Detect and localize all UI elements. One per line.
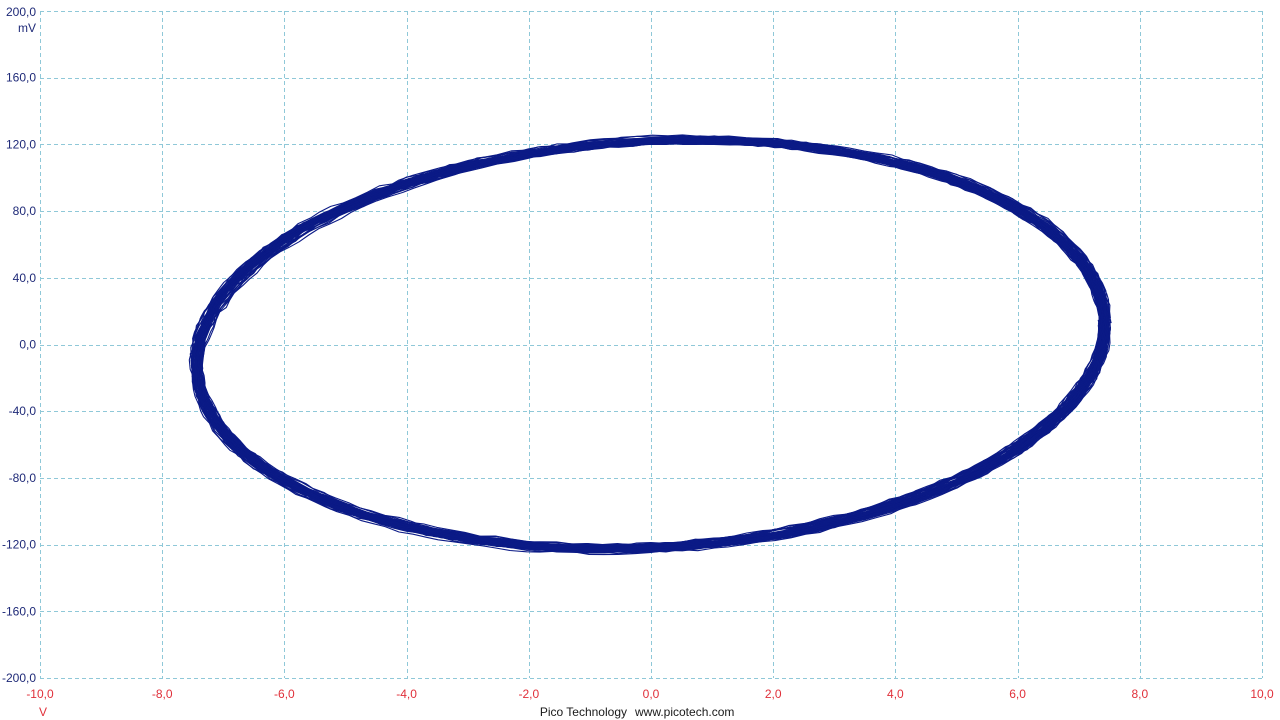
trace-group [188,134,1112,556]
x-tick-label: -6,0 [274,687,295,701]
y-tick-label: 40,0 [13,271,37,285]
x-tick-label: 8,0 [1131,687,1148,701]
trace-line [194,140,1109,550]
trace-line [192,143,1110,550]
trace-line [195,138,1106,555]
trace-line [200,140,1101,548]
y-tick-label: -160,0 [2,604,36,618]
trace-line [199,139,1101,547]
x-axis-unit: V [39,705,47,719]
x-axis-ticks: -10,0 -8,0 -6,0 -4,0 -2,0 0,0 2,0 4,0 6,0 8,0 10,0 [26,687,1274,701]
x-tick-label: 2,0 [765,687,782,701]
trace-line [198,138,1101,554]
x-tick-label: 4,0 [887,687,904,701]
y-tick-label: 160,0 [6,71,36,85]
x-tick-label: 6,0 [1009,687,1026,701]
trace-line [192,138,1108,549]
y-tick-label: -80,0 [9,471,37,485]
trace-line [193,138,1111,550]
x-tick-label: -8,0 [152,687,173,701]
y-tick-label: -200,0 [2,671,36,685]
trace-line [195,139,1104,549]
trace-line [189,135,1111,553]
trace-line [197,139,1102,550]
y-tick-label: 120,0 [6,137,36,151]
trace-line [200,139,1102,549]
x-tick-label: -10,0 [26,687,54,701]
trace-line [195,140,1103,546]
trace-line [190,137,1110,552]
trace-line [194,138,1112,550]
trace-line [196,140,1109,546]
trace-line [194,139,1108,547]
trace-line [196,141,1103,547]
trace-line [199,135,1107,552]
footer-website: www.picotech.com [634,705,734,719]
trace-line [199,136,1102,552]
trace-line [196,138,1104,552]
trace-line [190,138,1109,548]
trace-line [197,139,1103,549]
y-axis-unit: mV [18,21,36,35]
y-tick-label: 0,0 [19,338,36,352]
x-tick-label: 10,0 [1250,687,1274,701]
x-tick-label: -4,0 [396,687,417,701]
trace-line [194,137,1111,549]
grid [40,11,1263,679]
y-tick-label: -120,0 [2,538,36,552]
trace-line [200,135,1105,553]
trace-line [197,141,1103,549]
trace-line [197,139,1102,547]
y-tick-label: 200,0 [6,5,36,19]
x-tick-label: 0,0 [643,687,660,701]
trace-line [196,136,1103,553]
x-tick-label: -2,0 [518,687,539,701]
trace-line [193,139,1107,548]
trace-line [191,139,1110,548]
trace-line [194,139,1106,548]
y-tick-label: 80,0 [13,204,37,218]
footer-brand: Pico Technology [540,705,627,719]
trace-line [193,135,1107,551]
y-axis-ticks: 200,0 160,0 120,0 80,0 40,0 0,0 -40,0 -80,0 -120… [2,5,36,685]
trace-line [196,140,1105,546]
y-tick-label: -40,0 [9,404,37,418]
trace-line [188,140,1112,549]
